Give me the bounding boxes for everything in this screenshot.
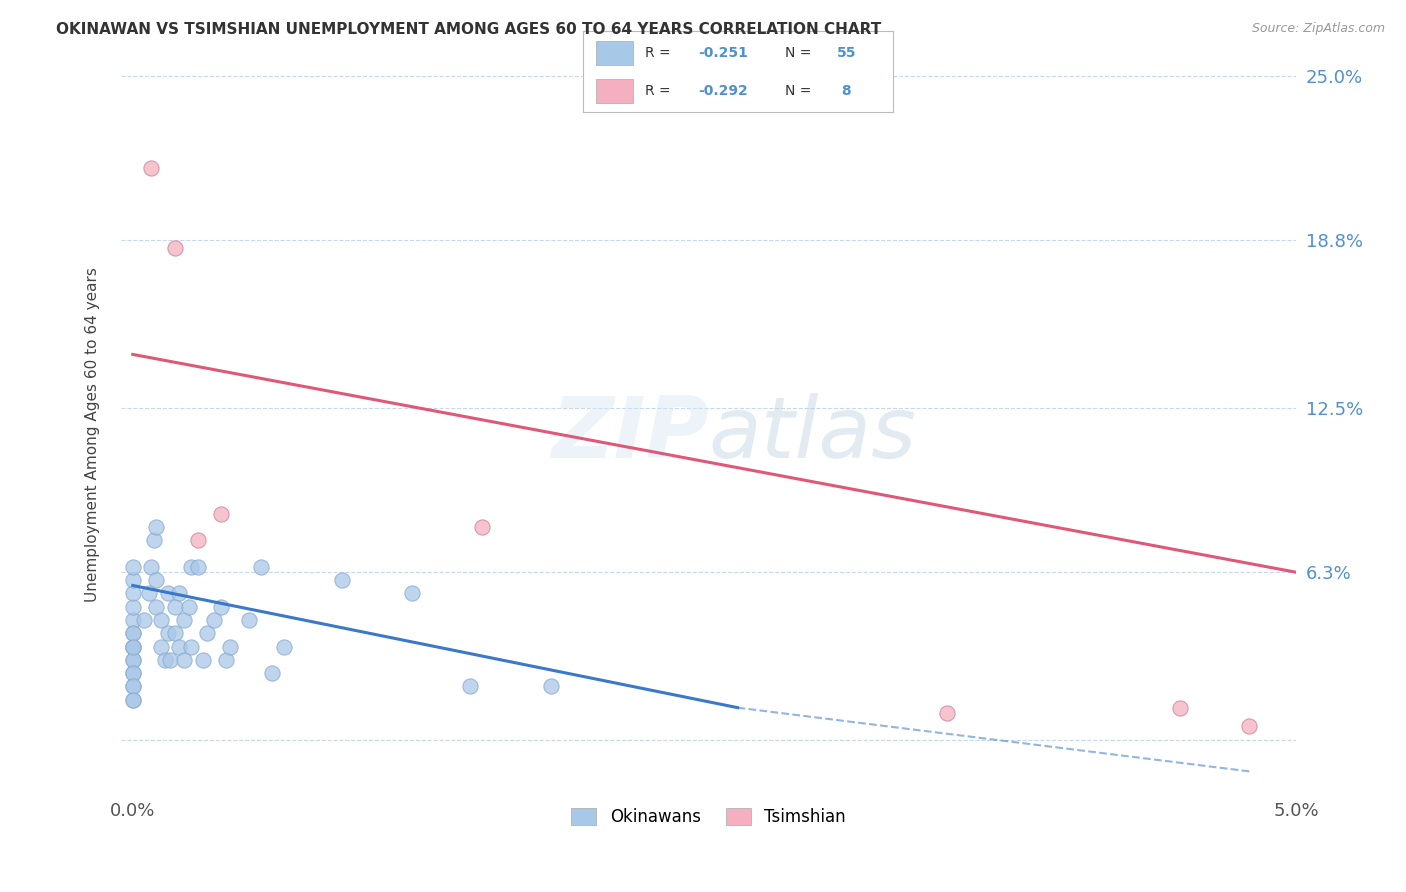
Point bbox=[145, 520, 167, 534]
Point bbox=[180, 640, 202, 654]
Point bbox=[159, 653, 181, 667]
Point bbox=[209, 507, 232, 521]
Point bbox=[156, 626, 179, 640]
Text: -0.251: -0.251 bbox=[697, 45, 748, 60]
Text: ZIP: ZIP bbox=[551, 392, 709, 475]
Point bbox=[169, 586, 191, 600]
Point bbox=[173, 613, 195, 627]
Text: N =: N = bbox=[785, 85, 811, 98]
Point bbox=[121, 692, 143, 706]
Text: N =: N = bbox=[785, 45, 811, 60]
Point bbox=[145, 599, 167, 614]
Point bbox=[163, 626, 186, 640]
Point bbox=[121, 680, 143, 694]
Point bbox=[121, 599, 143, 614]
Point bbox=[180, 560, 202, 574]
Point bbox=[191, 653, 214, 667]
Point bbox=[163, 599, 186, 614]
Point bbox=[1239, 719, 1261, 733]
Point bbox=[219, 640, 242, 654]
Text: OKINAWAN VS TSIMSHIAN UNEMPLOYMENT AMONG AGES 60 TO 64 YEARS CORRELATION CHART: OKINAWAN VS TSIMSHIAN UNEMPLOYMENT AMONG… bbox=[56, 22, 882, 37]
Point bbox=[121, 640, 143, 654]
Point bbox=[121, 560, 143, 574]
Point bbox=[163, 241, 186, 255]
Text: atlas: atlas bbox=[709, 392, 917, 475]
Point bbox=[195, 626, 218, 640]
Point bbox=[121, 640, 143, 654]
Text: Source: ZipAtlas.com: Source: ZipAtlas.com bbox=[1251, 22, 1385, 36]
Point bbox=[121, 613, 143, 627]
Legend: Okinawans, Tsimshian: Okinawans, Tsimshian bbox=[562, 800, 853, 835]
Text: R =: R = bbox=[645, 85, 671, 98]
Point bbox=[121, 573, 143, 587]
Point bbox=[141, 560, 163, 574]
Text: 8: 8 bbox=[837, 85, 852, 98]
Point bbox=[936, 706, 959, 720]
Point bbox=[209, 599, 232, 614]
Point bbox=[121, 653, 143, 667]
Point bbox=[156, 586, 179, 600]
Point bbox=[142, 533, 165, 548]
Point bbox=[149, 613, 172, 627]
Point bbox=[169, 640, 191, 654]
Point bbox=[330, 573, 353, 587]
Point bbox=[121, 692, 143, 706]
Point bbox=[401, 586, 423, 600]
Point bbox=[121, 666, 143, 681]
Point bbox=[121, 653, 143, 667]
Text: -0.292: -0.292 bbox=[697, 85, 748, 98]
Bar bbox=[596, 79, 633, 103]
Point bbox=[540, 680, 562, 694]
Point bbox=[1168, 700, 1191, 714]
Point bbox=[177, 599, 200, 614]
Point bbox=[262, 666, 284, 681]
Point bbox=[149, 640, 172, 654]
Point bbox=[187, 560, 209, 574]
Point bbox=[121, 626, 143, 640]
Point bbox=[145, 573, 167, 587]
Text: 55: 55 bbox=[837, 45, 856, 60]
Point bbox=[249, 560, 271, 574]
Point bbox=[141, 161, 163, 176]
Point bbox=[134, 613, 156, 627]
Point bbox=[215, 653, 238, 667]
Point bbox=[173, 653, 195, 667]
Y-axis label: Unemployment Among Ages 60 to 64 years: Unemployment Among Ages 60 to 64 years bbox=[86, 267, 100, 601]
Point bbox=[121, 680, 143, 694]
Point bbox=[121, 586, 143, 600]
Point bbox=[458, 680, 481, 694]
Text: R =: R = bbox=[645, 45, 671, 60]
Bar bbox=[596, 41, 633, 65]
Point bbox=[155, 653, 177, 667]
Point bbox=[138, 586, 160, 600]
Point bbox=[121, 666, 143, 681]
Point bbox=[273, 640, 295, 654]
Point bbox=[238, 613, 260, 627]
Point bbox=[121, 626, 143, 640]
Point bbox=[187, 533, 209, 548]
Point bbox=[202, 613, 225, 627]
Point bbox=[121, 640, 143, 654]
Point bbox=[471, 520, 494, 534]
